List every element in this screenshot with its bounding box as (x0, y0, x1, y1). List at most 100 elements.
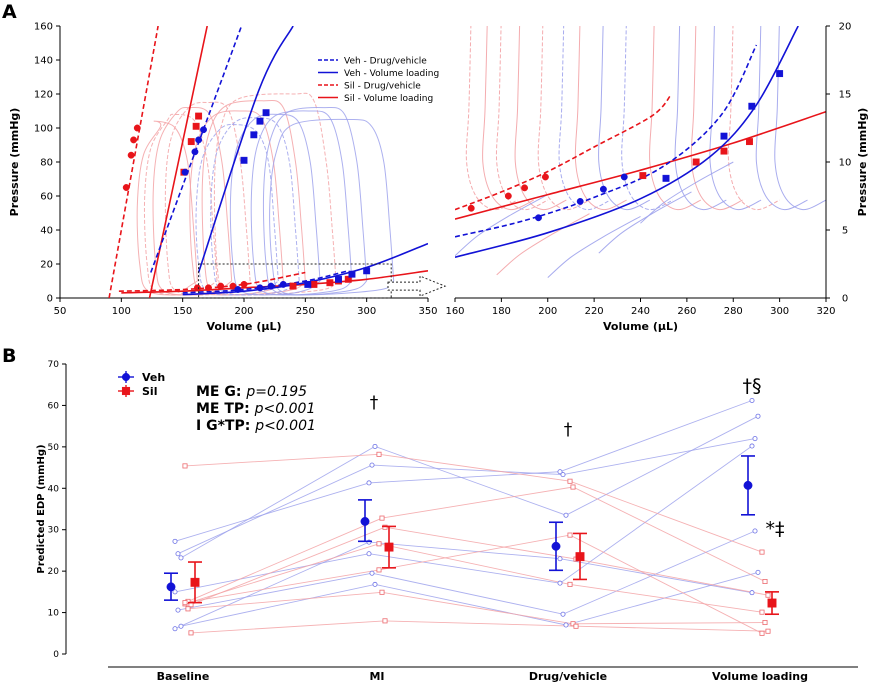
x-tick-label: 50 (54, 306, 67, 317)
data-point (192, 122, 200, 130)
chart-b-predicted-edp: 0 10 20 30 40 50 60 70 Predicted EDP (mmHg) Basel… (36, 360, 858, 682)
individual-point (175, 551, 181, 557)
y-tick-label: 40 (40, 226, 53, 237)
individual-point (759, 609, 765, 615)
individual-point (752, 436, 758, 442)
y-tick-label: 15 (839, 90, 852, 101)
y-tick-label: 60 (48, 401, 60, 411)
individual-point (175, 607, 181, 613)
individual-point (752, 528, 758, 534)
pv-loop-7 (195, 123, 279, 296)
data-point (267, 282, 275, 290)
y-tick-label: 60 (40, 192, 53, 203)
y-tick-label: 140 (34, 56, 53, 67)
individual-point (567, 478, 573, 484)
individual-line (177, 438, 756, 555)
pv-loop-12 (269, 118, 395, 296)
individual-point (567, 532, 573, 538)
relationship-lines (108, 26, 428, 298)
pv-loop-9 (229, 113, 321, 296)
stat-line: I G*TP: p<0.001 (196, 418, 316, 434)
y-tick-label: 0 (53, 650, 59, 660)
zoom-fill-trace-0 (455, 194, 549, 257)
legend-swatch-marker (121, 386, 131, 396)
data-point (200, 126, 207, 134)
individual-point (557, 556, 563, 562)
individual-point (379, 515, 385, 521)
legend-label: Sil - Drug/vehicle (344, 82, 421, 92)
pv-loop-traces (136, 92, 395, 296)
data-point (127, 151, 135, 159)
zoom-data-point (620, 173, 628, 181)
individual-line (180, 571, 759, 627)
individual-point (178, 555, 184, 561)
individual-point (382, 618, 388, 624)
data-point (191, 148, 199, 156)
individual-point (379, 589, 385, 595)
stat-value: p<0.001 (254, 418, 316, 434)
individual-point (560, 611, 566, 617)
individual-point (755, 569, 761, 575)
y-tick-label: 50 (48, 443, 60, 453)
individual-point (182, 463, 188, 469)
y-tick-label: 10 (839, 158, 852, 169)
zoom-trace-10 (674, 26, 727, 211)
x-category-label: Baseline (157, 670, 210, 682)
zoom-trace-3 (514, 26, 567, 211)
stat-label: ME G: (196, 384, 246, 400)
individual-point (369, 570, 375, 576)
individual-point (372, 581, 378, 587)
individual-point (172, 589, 178, 595)
pv-loop-8 (210, 117, 300, 296)
x-tick-label: 220 (585, 306, 604, 317)
y-tick-label: 10 (48, 609, 60, 619)
x-tick-label: 180 (492, 306, 511, 317)
individual-point (762, 620, 768, 626)
axes-b (62, 363, 858, 668)
panel-label-a: A (2, 1, 17, 23)
individual-point (188, 630, 194, 636)
stat-label: ME TP: (196, 401, 255, 417)
stat-line: ME G: p=0.195 (196, 384, 307, 400)
individual-point (570, 484, 576, 490)
significance-mark: † (370, 393, 379, 413)
data-point (217, 282, 225, 290)
individual-point (762, 579, 768, 585)
individual-line (180, 415, 759, 559)
individual-point (376, 567, 382, 573)
y-tick-label: 100 (34, 124, 53, 135)
zoom-edpvr-line (455, 110, 826, 220)
data-point (279, 280, 287, 288)
y-tick-label: 20 (48, 567, 60, 577)
y-tick-label: 160 (34, 22, 53, 33)
individual-point (759, 549, 765, 555)
individual-point (372, 443, 378, 449)
x-tick-label: 150 (173, 306, 192, 317)
legend-label: Veh (142, 371, 165, 384)
y-tick-label: 20 (839, 22, 852, 33)
individual-point (563, 512, 569, 518)
data-point (195, 112, 203, 120)
individual-point (366, 480, 372, 486)
chart-a-right-zoom: 0 5 10 15 20 160 180 200 220 240 260 280 300 320 Volum… (445, 22, 869, 334)
espvr-line (108, 26, 159, 298)
zoom-trace-5 (558, 26, 611, 211)
mean-point (551, 541, 561, 551)
mean-point (166, 582, 176, 592)
individual-point (755, 413, 761, 419)
individual-line (174, 400, 753, 542)
data-point (326, 279, 334, 287)
x-tick-label: 250 (296, 306, 315, 317)
individual-line (174, 541, 753, 630)
x-tick-label: 280 (724, 306, 743, 317)
edpvr-line (182, 270, 349, 294)
data-point (187, 138, 195, 146)
zoom-data-point (535, 214, 542, 222)
data-point (256, 117, 264, 125)
data-point (234, 286, 242, 293)
zoom-data-point (692, 158, 700, 166)
data-point (310, 280, 318, 288)
